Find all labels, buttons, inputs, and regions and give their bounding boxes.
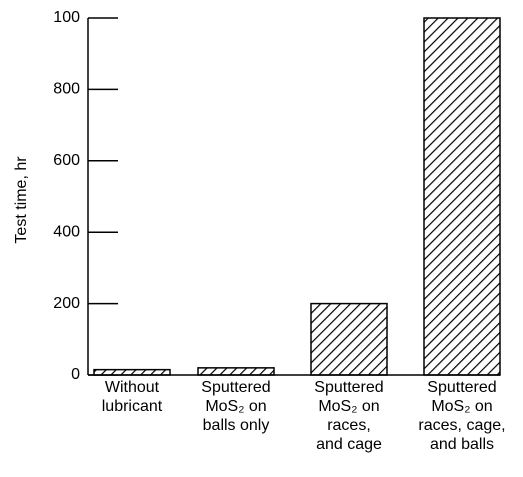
x-tick-label: and cage	[316, 436, 382, 453]
x-tick-label: Without	[105, 379, 160, 396]
x-tick-label: MoS₂ on	[431, 398, 492, 415]
bar	[93, 368, 171, 376]
x-tick-label: Sputtered	[427, 379, 496, 396]
x-tick-label: and balls	[430, 436, 494, 453]
y-tick-label: 100	[53, 9, 80, 26]
x-tick-label: MoS₂ on	[205, 398, 266, 415]
x-tick-label: Sputtered	[201, 379, 270, 396]
y-axis-label: Test time, hr	[13, 156, 30, 244]
y-tick-label: 400	[53, 223, 80, 240]
x-tick-label: MoS₂ on	[318, 398, 379, 415]
bar	[310, 302, 388, 376]
bar	[197, 367, 275, 376]
y-tick-label: 200	[53, 295, 80, 312]
bar	[423, 17, 501, 376]
x-tick-label: balls only	[203, 417, 270, 434]
x-tick-label: races, cage,	[418, 417, 505, 434]
x-tick-label: races,	[327, 417, 371, 434]
y-tick-label: 800	[53, 81, 80, 98]
y-tick-label: 0	[71, 366, 80, 383]
x-tick-label: lubricant	[102, 398, 163, 415]
x-tick-label: Sputtered	[314, 379, 383, 396]
y-tick-label: 600	[53, 152, 80, 169]
